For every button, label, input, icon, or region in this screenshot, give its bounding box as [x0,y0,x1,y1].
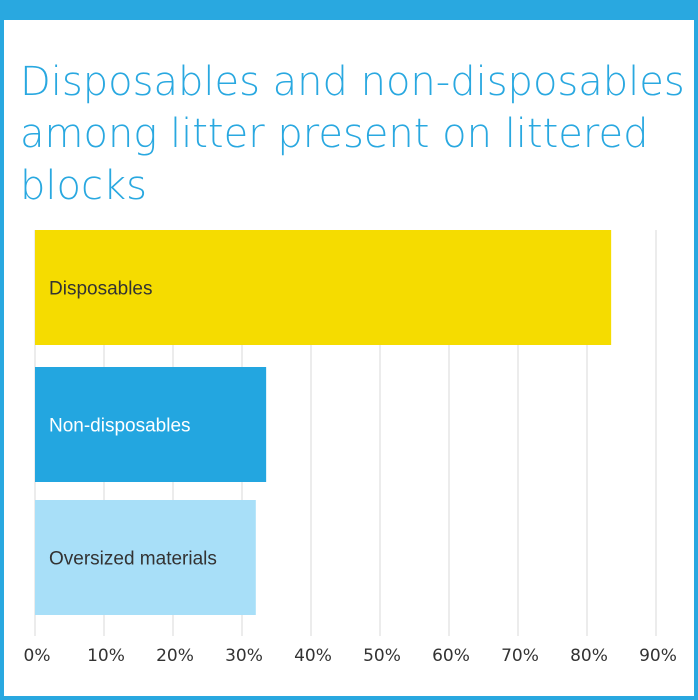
bar-disposables [35,230,612,345]
x-tick-label: 50% [363,646,401,666]
bar-label: Oversized materials [49,549,217,570]
x-axis-ticks: 0% 10% 20% 30% 40% 50% 60% 70% 80% 90% [24,646,677,666]
x-tick-label: 70% [501,646,539,666]
bars: Disposables Non-disposables Oversized mate… [35,230,612,615]
x-tick-label: 10% [87,646,125,666]
bar-label: Disposables [49,279,153,300]
x-tick-label: 40% [294,646,332,666]
x-tick-label: 90% [639,646,677,666]
bar-non-disposables [35,367,267,482]
x-tick-label: 20% [156,646,194,666]
x-tick-label: 30% [225,646,263,666]
chart-title: Disposables and non-disposables among li… [20,59,685,209]
x-tick-label: 0% [24,646,51,666]
x-tick-label: 60% [432,646,470,666]
bar-oversized-materials [35,500,256,615]
x-tick-label: 80% [570,646,608,666]
top-accent-bar [4,0,694,20]
bar-label: Non-disposables [49,416,191,437]
